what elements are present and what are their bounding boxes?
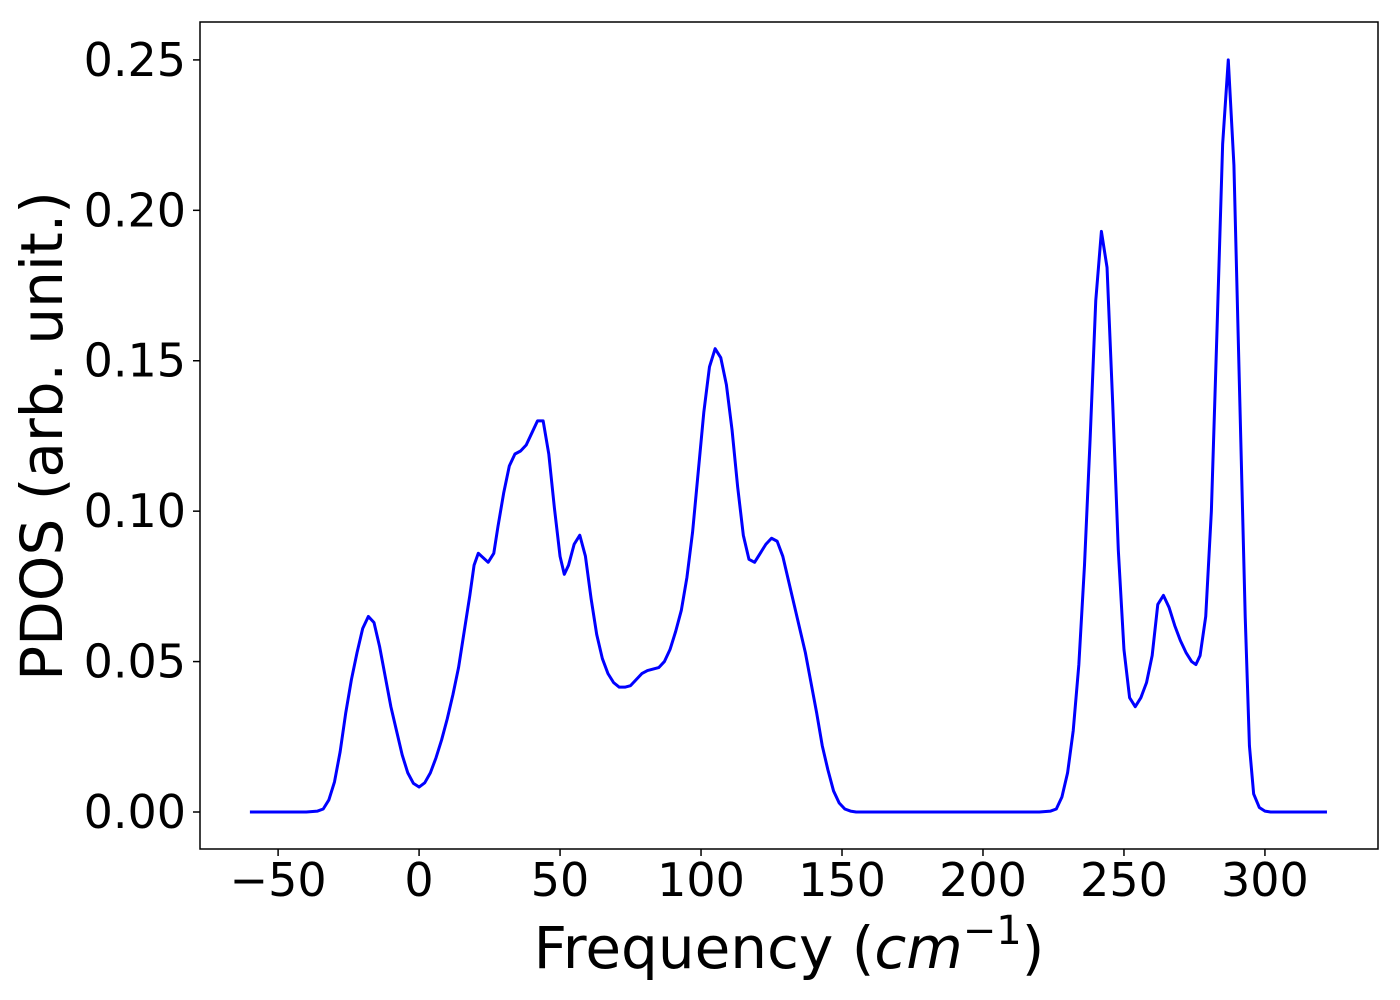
y-tick-label: 0.25 <box>84 33 186 87</box>
x-tick-label: 100 <box>657 853 745 907</box>
y-tick-label: 0.20 <box>84 183 186 237</box>
y-tick-label: 0.10 <box>84 484 186 538</box>
pdos-line <box>249 58 1327 814</box>
x-tick-label: 250 <box>1080 853 1168 907</box>
y-tick-label: 0.15 <box>84 334 186 388</box>
x-tick-label: 150 <box>798 853 886 907</box>
x-axis-label: Frequency (cm−1) <box>534 908 1045 982</box>
x-label-exponent: −1 <box>963 908 1022 954</box>
x-label-unit: cm <box>874 914 962 982</box>
x-tick-label: −50 <box>230 853 327 907</box>
x-tick-label: 200 <box>939 853 1027 907</box>
x-label-text: Frequency ( <box>534 914 875 982</box>
x-tick-label: 0 <box>404 853 433 907</box>
x-tick-label: 300 <box>1221 853 1309 907</box>
x-tick-label: 50 <box>531 853 590 907</box>
y-tick-label: 0.00 <box>84 785 186 839</box>
plot-frame <box>199 21 1379 850</box>
y-axis-label: PDOS (arb. unit.) <box>8 191 76 681</box>
y-tick-label: 0.05 <box>84 635 186 689</box>
x-label-text: ) <box>1022 914 1045 982</box>
